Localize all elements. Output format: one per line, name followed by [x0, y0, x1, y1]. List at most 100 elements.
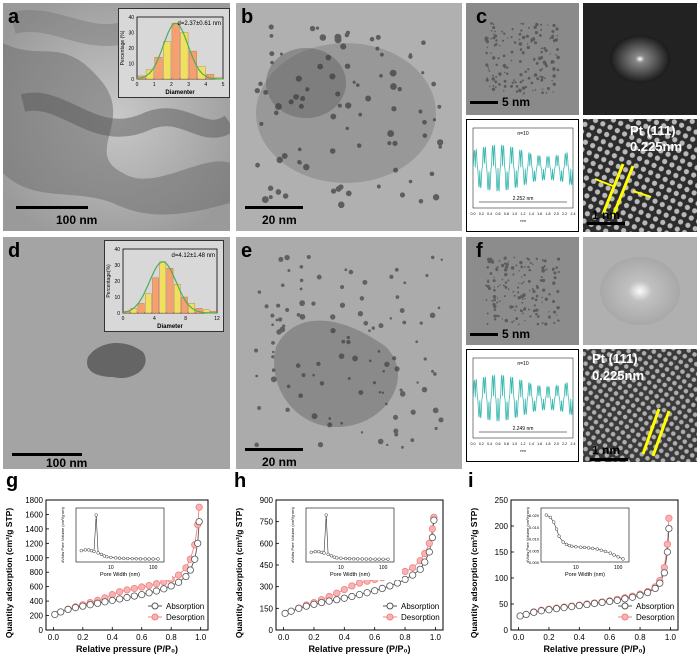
nanoparticle-dot	[279, 52, 283, 56]
nanoparticle-dot	[392, 356, 397, 361]
nanoparticle-dot	[523, 307, 526, 311]
nanoparticle-dot	[389, 69, 397, 77]
profile-xtick: 0.0	[471, 212, 476, 216]
inset-point	[591, 546, 595, 551]
nanoparticle-dot	[270, 376, 277, 383]
nanoparticle-dot	[552, 39, 556, 43]
nanoparticle-dot	[317, 63, 324, 70]
nanoparticle-dot	[523, 273, 526, 277]
x-tick-label: 0.6	[136, 633, 148, 642]
nanoparticle-dot	[556, 306, 560, 310]
nanoparticle-dot	[394, 432, 399, 437]
nanoparticle-dot	[557, 319, 560, 322]
nanoparticle-dot	[541, 266, 545, 270]
nanoparticle-dot	[298, 393, 303, 399]
nanoparticle-dot	[360, 431, 364, 434]
nanoparticle-dot	[536, 315, 540, 318]
nanoparticle-dot	[282, 324, 286, 328]
nanoparticle-dot	[543, 47, 547, 50]
inset-point	[326, 552, 330, 557]
nanoparticle-dot	[270, 313, 275, 318]
inset-point	[156, 557, 160, 561]
nanoparticle-dot	[541, 258, 544, 261]
nanoparticle-dot	[497, 57, 500, 60]
profile-xtick: 0.8	[504, 212, 509, 216]
x-tick-label: 0.2	[77, 633, 89, 642]
panel-b-scale-text: 20 nm	[262, 213, 297, 227]
nanoparticle-dot	[490, 52, 492, 54]
inset-point	[579, 545, 583, 549]
panel-f-hrtem-scale-bar	[590, 458, 628, 461]
nanoparticle-dot	[377, 438, 384, 445]
nanoparticle-dot	[553, 276, 557, 280]
absorption-point	[644, 588, 652, 597]
inset-point	[335, 556, 339, 560]
nanoparticle-dot	[552, 67, 556, 71]
desorption-point	[138, 583, 146, 591]
nanoparticle-dot	[278, 256, 284, 262]
nanoparticle-dot	[493, 304, 497, 309]
x-tick-label: 0.4	[107, 633, 119, 642]
inset-point	[121, 556, 126, 561]
y-tick-label: 400	[30, 597, 44, 606]
nanoparticle-dot	[535, 284, 538, 287]
nanoparticle-dot	[386, 443, 389, 447]
nanoparticle-dot	[347, 376, 351, 380]
inset-point	[574, 545, 578, 549]
nanoparticle-dot	[497, 285, 499, 288]
nanoparticle-dot	[393, 428, 399, 434]
nanoparticle-dot	[534, 298, 538, 302]
inset-x-tick: 100	[149, 565, 158, 571]
nanoparticle-dot	[368, 359, 372, 363]
y-tick-label: 200	[30, 612, 44, 621]
nanoparticle-dot	[516, 316, 518, 319]
nanoparticle-dot	[550, 35, 554, 39]
nanoparticle-dot	[498, 83, 501, 86]
inset-y-label: dV/dw Pore Volume (cm³/g·nm)	[290, 506, 295, 562]
y-tick-label: 600	[30, 583, 44, 592]
nanoparticle-dot	[378, 391, 382, 394]
histogram-ytick: 20	[114, 279, 120, 285]
nanoparticle-dot	[338, 353, 345, 359]
nanoparticle-dot	[515, 305, 518, 308]
inset-background	[525, 502, 637, 580]
nanoparticle-dot	[516, 286, 520, 289]
inset-point	[616, 555, 620, 559]
nanoparticle-dot	[541, 67, 544, 70]
nanoparticle-dot	[541, 88, 544, 90]
nanoparticle-dot	[541, 91, 544, 95]
profile-n-label: n=10	[517, 131, 528, 137]
nanoparticle-dot	[499, 284, 501, 286]
inset-y-tick: 0.015	[529, 525, 540, 530]
absorption-point	[182, 572, 190, 581]
absorption-point	[575, 601, 583, 610]
nanoparticle-dot	[503, 84, 507, 88]
nanoparticle-dot	[520, 276, 523, 278]
nanoparticle-dot	[532, 263, 534, 266]
nanoparticle-dot	[273, 110, 279, 116]
panel-c-spacing-label: 0.225nm	[630, 139, 683, 154]
nanoparticle-dot	[358, 112, 363, 117]
absorption-point	[186, 566, 194, 574]
nanoparticle-dot	[540, 55, 544, 59]
absorption-point	[409, 571, 417, 579]
nanoparticle-dot	[493, 308, 497, 311]
nanoparticle-dot	[309, 25, 316, 32]
desorption-point	[174, 571, 183, 579]
nanoparticle-dot	[271, 368, 276, 372]
nanoparticle-dot	[515, 264, 518, 267]
nanoparticle-dot	[533, 304, 536, 307]
panel-f-fft-svg	[583, 237, 697, 345]
nanoparticle-dot	[392, 414, 399, 420]
panel-a-histogram-svg: 0 10 20 30 40 0 1 2 3 4 5 Diamenter Percentage (%) d=…	[120, 15, 225, 96]
nanoparticle-dot	[261, 196, 269, 203]
inset-point	[368, 557, 373, 561]
inset-point	[381, 557, 385, 561]
nanoparticle-dot	[421, 40, 426, 46]
inset-point	[364, 557, 369, 561]
nanoparticle-dot	[515, 90, 519, 93]
nanoparticle-dot	[432, 407, 439, 414]
nanoparticle-dot	[372, 381, 377, 385]
nanoparticle-dot	[510, 36, 513, 39]
inset-point	[151, 557, 155, 561]
